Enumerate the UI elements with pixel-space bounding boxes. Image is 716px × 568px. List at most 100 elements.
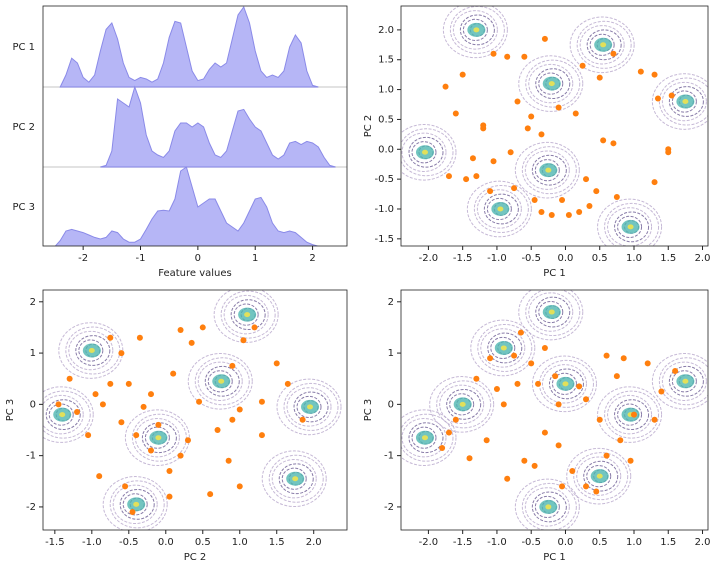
point — [207, 491, 214, 498]
density-contour — [283, 382, 339, 431]
x-tick-label: -1.0 — [487, 253, 507, 264]
density-contour — [68, 330, 114, 371]
point — [521, 53, 528, 60]
density-contour — [583, 460, 619, 492]
y-tick-label: -1 — [26, 451, 36, 462]
point — [511, 185, 518, 192]
point — [214, 427, 221, 433]
point — [490, 158, 497, 165]
point — [535, 380, 542, 387]
x-tick-label: 1.5 — [660, 253, 676, 264]
density-contour — [293, 391, 329, 423]
density-contour — [408, 136, 444, 168]
point — [617, 437, 624, 444]
point — [136, 334, 143, 341]
y-tick-label: -1.0 — [374, 204, 394, 215]
point — [483, 437, 490, 444]
point — [177, 327, 184, 333]
point — [133, 432, 140, 439]
density-contour — [187, 352, 253, 410]
x-tick-label: -2.0 — [419, 537, 439, 548]
density-contour — [78, 339, 104, 362]
x-tick-label: -2.0 — [419, 253, 439, 264]
point — [445, 173, 452, 180]
density-contour — [43, 394, 84, 435]
point — [258, 398, 265, 405]
density-contour — [614, 399, 650, 431]
point — [229, 362, 236, 369]
density-contour — [470, 319, 536, 377]
point — [251, 324, 258, 331]
density-contour — [476, 189, 522, 229]
point — [528, 113, 535, 120]
x-tick-label: 1.0 — [232, 537, 248, 548]
point — [651, 179, 658, 186]
point — [596, 74, 603, 81]
density-contour — [401, 409, 457, 466]
x-tick-label: 0.5 — [592, 537, 608, 548]
density-peak — [421, 435, 428, 441]
density-contour — [521, 146, 577, 195]
point — [166, 493, 173, 500]
point — [521, 457, 528, 464]
density-peak — [155, 435, 162, 441]
point — [473, 173, 480, 180]
point — [613, 373, 620, 380]
point — [593, 188, 600, 195]
density-contour — [617, 215, 643, 238]
density-contour — [535, 296, 571, 328]
point — [583, 483, 590, 490]
density-peak — [600, 42, 607, 48]
plot-area — [43, 6, 347, 246]
density-contour — [459, 14, 495, 46]
plot-area — [401, 6, 708, 246]
point — [442, 83, 449, 90]
x-tick-label: 2 — [309, 253, 315, 264]
density-contour — [207, 370, 233, 393]
point — [651, 71, 658, 78]
density-contour — [48, 403, 74, 426]
density-peak — [596, 473, 603, 479]
x-tick-label: 1.5 — [660, 537, 676, 548]
density-contour — [466, 180, 532, 238]
axes-frame — [400, 289, 709, 531]
point — [548, 211, 555, 218]
density-contour — [518, 290, 584, 341]
density-contour — [119, 488, 155, 520]
x-tick-label: 0.0 — [558, 253, 574, 264]
x-axis-label: PC 1 — [543, 268, 566, 279]
density-contour — [528, 292, 574, 332]
density-peak — [59, 412, 66, 418]
x-tick-label: -1.5 — [453, 537, 473, 548]
point — [541, 429, 548, 436]
density-contour — [411, 426, 437, 449]
density-contour — [401, 132, 447, 172]
point — [555, 442, 562, 449]
plot-area — [401, 290, 708, 530]
point — [487, 355, 494, 362]
density-contour — [658, 357, 708, 406]
x-axis-label: Feature values — [158, 268, 232, 279]
point — [236, 483, 243, 490]
density-peak — [562, 381, 569, 387]
y-tick-label: 1.5 — [378, 55, 394, 66]
point — [490, 50, 497, 57]
x-tick-label: 0.5 — [592, 253, 608, 264]
point — [569, 468, 576, 475]
density-contour — [597, 198, 663, 246]
density-contour — [442, 6, 508, 59]
density-contour — [538, 300, 564, 324]
point — [459, 71, 466, 78]
y-tick-label: 1.0 — [378, 85, 394, 96]
density-contour — [604, 390, 660, 439]
x-tick-label: 2.0 — [306, 537, 322, 548]
point — [299, 416, 306, 423]
density-peak — [545, 167, 552, 173]
point — [500, 401, 507, 408]
point — [541, 35, 548, 42]
x-tick-label: -0.5 — [119, 537, 139, 548]
density-contour — [531, 154, 567, 186]
density-contour — [483, 193, 519, 225]
point — [170, 370, 177, 377]
